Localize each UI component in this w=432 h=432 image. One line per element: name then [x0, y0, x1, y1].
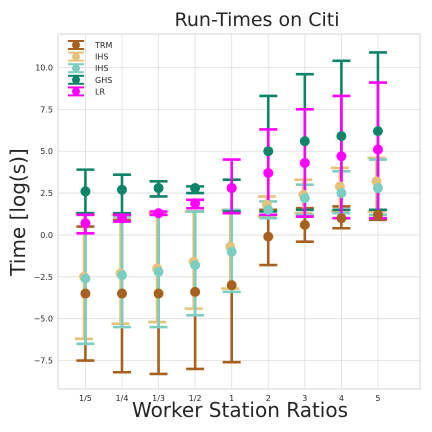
legend-label: TRM: [94, 41, 112, 50]
x-tick-label: 1/2: [189, 394, 202, 403]
plot-frame: [57, 33, 421, 390]
x-tick-labels: 1/5 1/4 1/3 1/2 1 2 3 4 5: [79, 394, 381, 403]
legend-marker: [72, 41, 80, 49]
point-lr-4: [226, 183, 237, 194]
y-axis-title: Time [log(s)]: [6, 148, 30, 276]
x-tick-label: 1/5: [79, 394, 92, 403]
point-trm-0: [226, 280, 237, 291]
point-trm-0: [190, 286, 201, 297]
point-ihs-2: [299, 193, 310, 204]
point-trm-0: [299, 219, 310, 230]
x-tick-label: 2: [266, 394, 271, 403]
point-lr-4: [336, 151, 347, 162]
point-ghs-3: [372, 126, 383, 137]
legend-marker: [72, 64, 80, 73]
x-tick-label: 1/4: [116, 394, 129, 403]
legend-label: IHS: [95, 53, 108, 62]
point-trm-0: [263, 231, 274, 242]
legend-marker: [72, 75, 80, 84]
y-tick-label: −2.5: [34, 273, 53, 282]
point-ghs-3: [116, 184, 127, 195]
point-ghs-3: [263, 146, 274, 157]
legend-marker: [72, 87, 80, 96]
point-lr-4: [153, 208, 164, 219]
point-lr-4: [372, 144, 383, 155]
point-ghs-3: [153, 183, 164, 194]
point-ghs-3: [80, 186, 91, 197]
point-trm-0: [116, 288, 127, 299]
y-tick-label: −7.5: [34, 357, 53, 366]
point-trm-0: [80, 288, 91, 299]
legend-label: LR: [95, 87, 105, 96]
point-trm-0: [153, 288, 164, 299]
y-tick-labels: −7.5 −5.0 −2.5 0.0 2.5 5.0 7.5 10.0: [34, 63, 53, 365]
data-points: [78, 126, 383, 299]
legend-marker: [72, 52, 80, 61]
point-trm-0: [336, 213, 347, 224]
point-lr-4: [116, 213, 127, 224]
y-tick-label: 5.0: [40, 147, 53, 156]
y-tick-label: −5.0: [34, 315, 53, 324]
point-lr-4: [263, 167, 274, 178]
point-trm-0: [372, 209, 383, 220]
point-ihs-2: [190, 260, 201, 271]
x-tick-label: 1/3: [152, 394, 165, 403]
chart-title: Run-Times on Citi: [175, 9, 340, 31]
point-ihs-2: [372, 183, 383, 194]
point-ihs-2: [226, 246, 237, 257]
y-tick-label: 10.0: [35, 63, 53, 72]
point-ihs-2: [336, 188, 347, 199]
point-lr-4: [299, 157, 310, 168]
point-ihs-2: [116, 270, 127, 281]
y-tick-label: 7.5: [40, 105, 53, 114]
legend-label: GHS: [95, 76, 112, 85]
legend-label: IHS: [95, 64, 108, 73]
x-axis-title: Worker Station Ratios: [132, 398, 348, 422]
point-lr-4: [190, 198, 201, 209]
x-tick-label: 5: [375, 394, 380, 403]
point-ihs-2: [153, 266, 164, 277]
point-ihs-2: [263, 204, 274, 215]
point-ihs-2: [80, 273, 91, 284]
point-ghs-3: [299, 136, 310, 147]
y-tick-label: 0.0: [40, 231, 53, 240]
x-tick-label: 4: [339, 394, 344, 403]
point-lr-4: [80, 218, 91, 229]
point-ghs-3: [336, 131, 347, 142]
legend: TRM IHS IHS GHS LR: [68, 40, 112, 97]
point-ghs-3: [190, 183, 201, 194]
x-tick-label: 3: [302, 394, 307, 403]
y-tick-label: 2.5: [40, 189, 53, 198]
x-tick-label: 1: [229, 394, 234, 403]
